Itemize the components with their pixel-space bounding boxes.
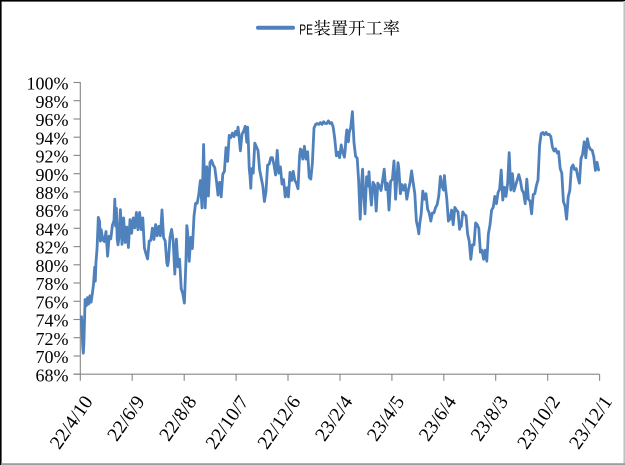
svg-text:98%: 98%: [36, 92, 69, 112]
svg-text:80%: 80%: [36, 256, 69, 276]
svg-text:88%: 88%: [36, 183, 69, 203]
svg-text:86%: 86%: [36, 201, 69, 221]
svg-text:94%: 94%: [36, 128, 69, 148]
svg-text:74%: 74%: [36, 311, 69, 331]
svg-text:78%: 78%: [36, 274, 69, 294]
svg-text:84%: 84%: [36, 219, 69, 239]
svg-text:82%: 82%: [36, 238, 69, 258]
svg-text:68%: 68%: [36, 365, 69, 385]
svg-text:76%: 76%: [36, 292, 69, 312]
svg-text:72%: 72%: [36, 329, 69, 349]
svg-text:92%: 92%: [36, 147, 69, 167]
svg-text:90%: 90%: [36, 165, 69, 185]
svg-text:96%: 96%: [36, 110, 69, 130]
svg-text:70%: 70%: [36, 347, 69, 367]
svg-text:100%: 100%: [27, 74, 69, 94]
svg-text:PE: PE: [299, 21, 313, 38]
